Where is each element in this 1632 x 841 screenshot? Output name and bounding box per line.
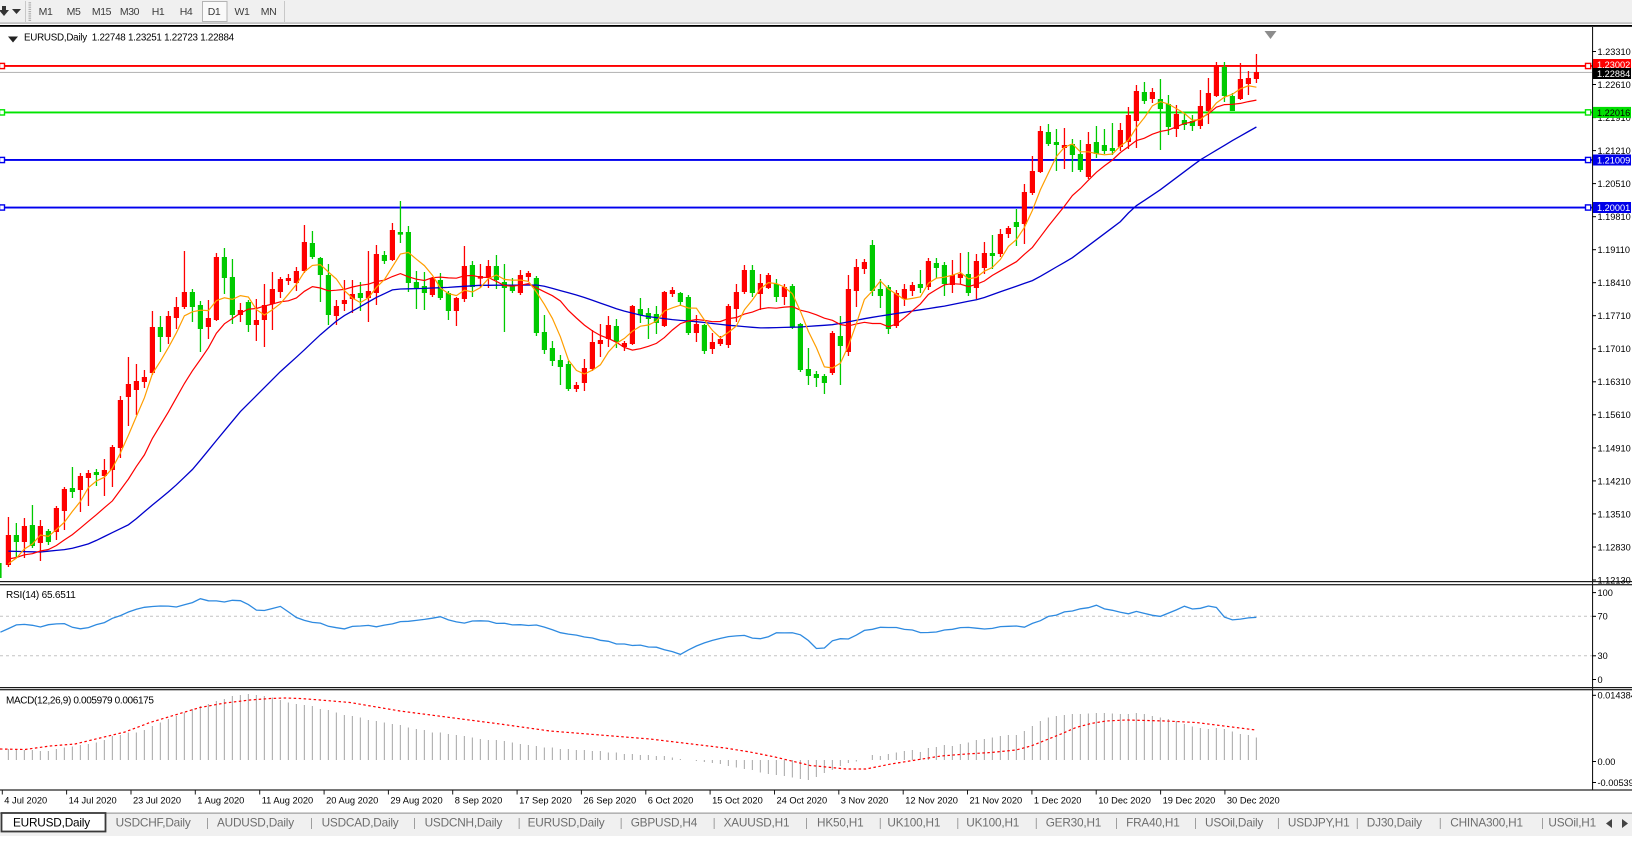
- svg-text:GER30,H1: GER30,H1: [1046, 816, 1101, 830]
- svg-text:1.16310: 1.16310: [1598, 377, 1631, 387]
- svg-text:1.13510: 1.13510: [1598, 509, 1631, 519]
- svg-text:8 Sep 2020: 8 Sep 2020: [455, 796, 503, 806]
- svg-text:|: |: [1439, 816, 1442, 830]
- svg-text:USDCHF,Daily: USDCHF,Daily: [116, 816, 191, 830]
- svg-text:M5: M5: [67, 6, 81, 18]
- svg-text:20 Aug 2020: 20 Aug 2020: [326, 796, 378, 806]
- svg-text:|: |: [518, 816, 521, 830]
- svg-text:|: |: [1035, 816, 1038, 830]
- svg-text:1.14210: 1.14210: [1598, 476, 1631, 486]
- svg-text:USDCAD,Daily: USDCAD,Daily: [322, 816, 399, 830]
- svg-text:FRA40,H1: FRA40,H1: [1126, 816, 1179, 830]
- svg-text:17 Sep 2020: 17 Sep 2020: [519, 796, 572, 806]
- svg-text:30: 30: [1598, 651, 1608, 661]
- svg-text:USDJPY,H1: USDJPY,H1: [1288, 816, 1350, 830]
- svg-text:USOil,Daily: USOil,Daily: [1205, 816, 1263, 830]
- svg-text:10 Dec 2020: 10 Dec 2020: [1098, 796, 1151, 806]
- svg-text:0: 0: [1598, 675, 1603, 685]
- svg-text:D1: D1: [208, 6, 221, 18]
- svg-text:|: |: [1194, 816, 1197, 830]
- svg-text:1.17010: 1.17010: [1598, 344, 1631, 354]
- svg-text:MACD(12,26,9) 0.005979 0.00617: MACD(12,26,9) 0.005979 0.006175: [6, 696, 154, 707]
- svg-text:|: |: [1277, 816, 1280, 830]
- svg-text:1.20001: 1.20001: [1597, 203, 1630, 213]
- svg-text:EURUSD,Daily: EURUSD,Daily: [528, 816, 605, 830]
- svg-text:USOil,H1: USOil,H1: [1548, 816, 1596, 830]
- svg-text:DJ30,Daily: DJ30,Daily: [1367, 816, 1422, 830]
- svg-text:29 Aug 2020: 29 Aug 2020: [390, 796, 442, 806]
- svg-text:USDCNH,Daily: USDCNH,Daily: [425, 816, 503, 830]
- svg-text:MN: MN: [261, 6, 277, 18]
- svg-text:1.23310: 1.23310: [1598, 47, 1631, 57]
- svg-text:M30: M30: [120, 6, 140, 18]
- svg-text:M15: M15: [92, 6, 112, 18]
- svg-text:-0.00539: -0.00539: [1598, 778, 1632, 788]
- svg-text:70: 70: [1598, 612, 1608, 622]
- svg-text:HK50,H1: HK50,H1: [817, 816, 863, 830]
- svg-text:CHINA300,H1: CHINA300,H1: [1450, 816, 1523, 830]
- svg-text:AUDUSD,Daily: AUDUSD,Daily: [217, 816, 294, 830]
- svg-text:|: |: [413, 816, 416, 830]
- svg-text:H4: H4: [180, 6, 193, 18]
- svg-text:0.014384: 0.014384: [1598, 691, 1632, 701]
- svg-text:|: |: [206, 816, 209, 830]
- svg-text:1.12130: 1.12130: [1598, 575, 1631, 585]
- svg-text:0.00: 0.00: [1598, 757, 1616, 767]
- svg-text:M1: M1: [39, 6, 53, 18]
- svg-text:30 Dec 2020: 30 Dec 2020: [1227, 796, 1280, 806]
- svg-text:|: |: [713, 816, 716, 830]
- svg-text:UK100,H1: UK100,H1: [887, 816, 940, 830]
- svg-text:21 Nov 2020: 21 Nov 2020: [970, 796, 1023, 806]
- svg-text:23 Jul 2020: 23 Jul 2020: [133, 796, 181, 806]
- svg-text:1.22016: 1.22016: [1597, 108, 1630, 118]
- svg-text:1.19110: 1.19110: [1598, 245, 1631, 255]
- svg-text:26 Sep 2020: 26 Sep 2020: [583, 796, 636, 806]
- svg-text:1.17710: 1.17710: [1598, 311, 1631, 321]
- svg-text:11 Aug 2020: 11 Aug 2020: [262, 796, 314, 806]
- svg-text:|: |: [1541, 816, 1544, 830]
- svg-text:|: |: [1356, 816, 1359, 830]
- svg-text:RSI(14) 65.6511: RSI(14) 65.6511: [6, 590, 76, 601]
- svg-text:H1: H1: [152, 6, 165, 18]
- svg-text:1 Aug 2020: 1 Aug 2020: [197, 796, 244, 806]
- svg-text:14 Jul 2020: 14 Jul 2020: [69, 796, 117, 806]
- svg-text:12 Nov 2020: 12 Nov 2020: [905, 796, 958, 806]
- svg-text:15 Oct 2020: 15 Oct 2020: [712, 796, 763, 806]
- svg-text:|: |: [1115, 816, 1118, 830]
- svg-text:1.14910: 1.14910: [1598, 443, 1631, 453]
- svg-text:1.22884: 1.22884: [1597, 69, 1630, 79]
- svg-text:3 Nov 2020: 3 Nov 2020: [841, 796, 889, 806]
- svg-text:UK100,H1: UK100,H1: [966, 816, 1019, 830]
- svg-text:EURUSD,Daily: EURUSD,Daily: [13, 816, 90, 830]
- svg-text:1 Dec 2020: 1 Dec 2020: [1034, 796, 1082, 806]
- svg-text:4 Jul 2020: 4 Jul 2020: [4, 796, 47, 806]
- svg-text:1.21009: 1.21009: [1597, 156, 1630, 166]
- svg-text:1.19810: 1.19810: [1598, 212, 1631, 222]
- svg-text:1.20510: 1.20510: [1598, 179, 1631, 189]
- svg-text:|: |: [805, 816, 808, 830]
- svg-text:1.15610: 1.15610: [1598, 410, 1631, 420]
- svg-text:|: |: [620, 816, 623, 830]
- svg-text:|: |: [879, 816, 882, 830]
- svg-text:19 Dec 2020: 19 Dec 2020: [1163, 796, 1216, 806]
- svg-text:100: 100: [1598, 588, 1613, 598]
- svg-text:1.18410: 1.18410: [1598, 278, 1631, 288]
- svg-text:GBPUSD,H4: GBPUSD,H4: [631, 816, 698, 830]
- svg-text:24 Oct 2020: 24 Oct 2020: [777, 796, 828, 806]
- svg-text:W1: W1: [235, 6, 251, 18]
- svg-text:1.12830: 1.12830: [1598, 542, 1631, 552]
- svg-text:EURUSD,Daily 1.22748 1.23251: EURUSD,Daily 1.22748 1.23251 1.22723 1.2…: [24, 33, 235, 44]
- svg-text:|: |: [310, 816, 313, 830]
- svg-text:6 Oct 2020: 6 Oct 2020: [648, 796, 693, 806]
- svg-text:|: |: [956, 816, 959, 830]
- svg-text:XAUUSD,H1: XAUUSD,H1: [724, 816, 790, 830]
- svg-text:1.22610: 1.22610: [1598, 80, 1631, 90]
